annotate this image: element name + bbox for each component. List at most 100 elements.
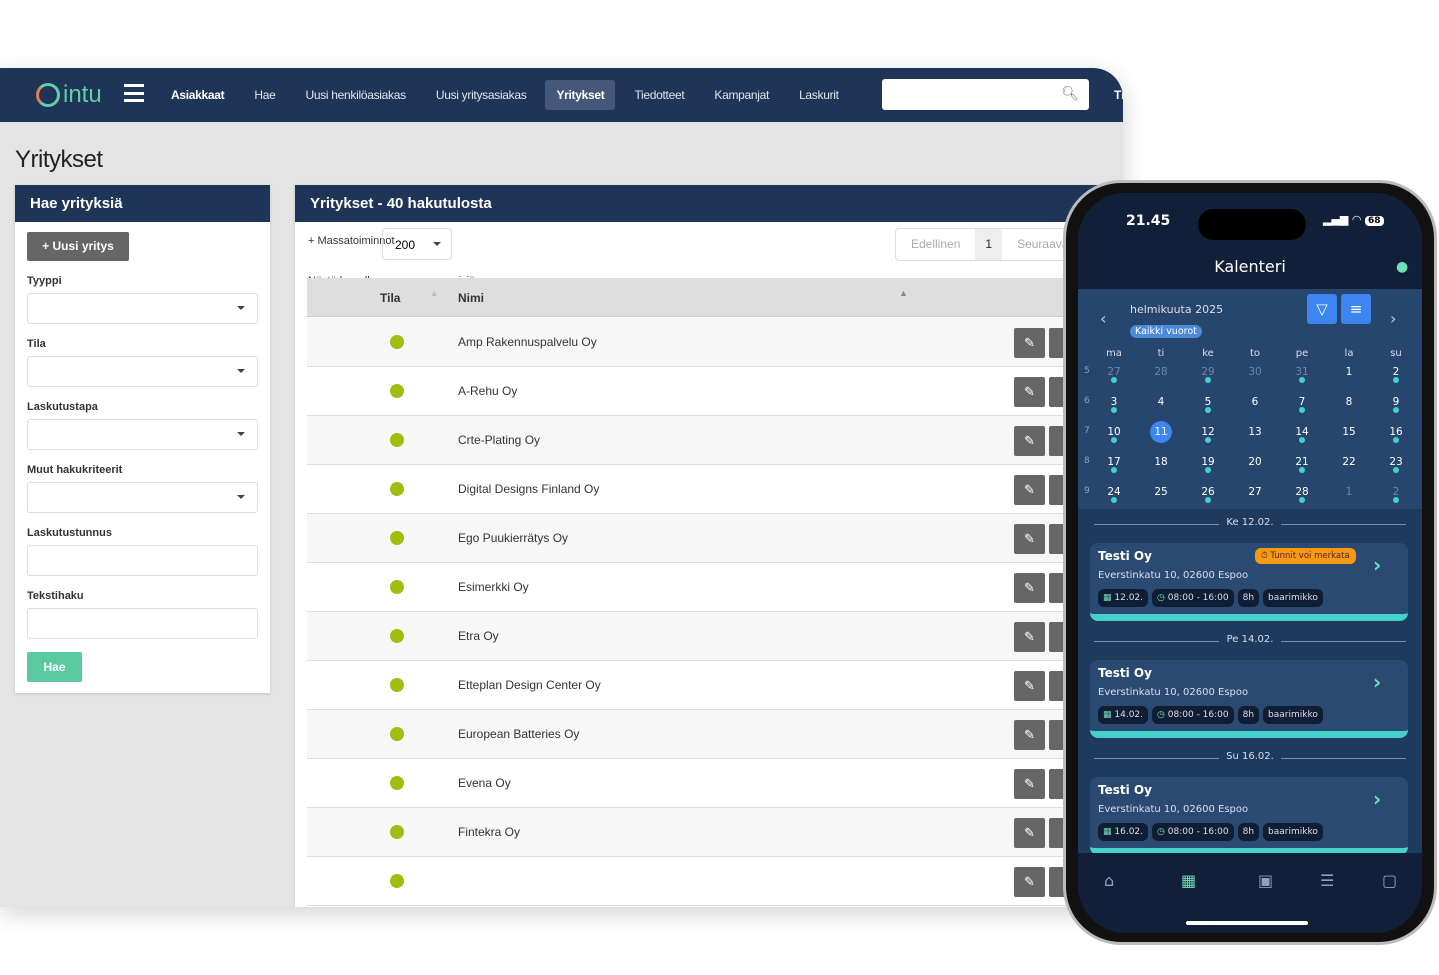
nav-item-cut[interactable]: Ti: [1114, 88, 1123, 102]
calendar-icon[interactable]: ▦: [1181, 871, 1197, 890]
calendar-day[interactable]: 9: [1383, 389, 1409, 415]
chat-icon[interactable]: ▢: [1382, 871, 1398, 890]
calendar-day[interactable]: 25: [1148, 479, 1174, 505]
edit-button[interactable]: ✎: [1014, 524, 1045, 554]
company-name[interactable]: European Batteries Oy: [458, 727, 580, 741]
calendar-day[interactable]: 14: [1289, 419, 1315, 445]
edit-button[interactable]: ✎: [1014, 867, 1045, 897]
calendar-day[interactable]: 8: [1336, 389, 1362, 415]
calendar-day[interactable]: 15: [1336, 419, 1362, 445]
company-name[interactable]: Digital Designs Finland Oy: [458, 482, 600, 496]
calendar-day[interactable]: 1: [1336, 479, 1362, 505]
nav-item[interactable]: Uusi yritysasiakas: [435, 88, 527, 102]
text-input[interactable]: [27, 608, 258, 639]
calendar-day[interactable]: 31: [1289, 359, 1315, 385]
company-name[interactable]: A-Rehu Oy: [458, 384, 518, 398]
nav-item[interactable]: Yritykset: [545, 80, 616, 110]
logo[interactable]: intu: [36, 81, 102, 109]
calendar-day[interactable]: 10: [1101, 419, 1127, 445]
edit-button[interactable]: ✎: [1014, 769, 1045, 799]
home-icon[interactable]: ⌂: [1104, 871, 1115, 890]
filter-select[interactable]: [27, 482, 258, 513]
calendar-day[interactable]: 5: [1195, 389, 1221, 415]
mass-actions-link[interactable]: + Massatoiminnot: [308, 235, 395, 247]
edit-button[interactable]: ✎: [1014, 573, 1045, 603]
chevron-right-icon[interactable]: ›: [1373, 670, 1382, 694]
edit-button[interactable]: ✎: [1014, 426, 1045, 456]
calendar-day[interactable]: 24: [1101, 479, 1127, 505]
current-page[interactable]: 1: [975, 229, 1003, 260]
collapse-icon[interactable]: ≡: [1341, 294, 1371, 324]
table-row[interactable]: Digital Designs Finland Oy ✎: [307, 465, 1087, 514]
company-name[interactable]: Ego Puukierrätys Oy: [458, 531, 569, 545]
calendar-day[interactable]: 4: [1148, 389, 1174, 415]
table-row[interactable]: Etteplan Design Center Oy ✎: [307, 661, 1087, 710]
list-icon[interactable]: ☰: [1320, 871, 1335, 890]
edit-button[interactable]: ✎: [1014, 328, 1045, 358]
new-company-button[interactable]: + Uusi yritys: [27, 232, 129, 261]
calendar-day[interactable]: 16: [1383, 419, 1409, 445]
sort-asc-icon[interactable]: ▲: [899, 288, 908, 298]
text-input[interactable]: [27, 545, 258, 576]
nav-item[interactable]: Laskurit: [799, 88, 839, 102]
calendar-day[interactable]: 6: [1242, 389, 1268, 415]
table-row[interactable]: European Batteries Oy ✎: [307, 710, 1087, 759]
edit-button[interactable]: ✎: [1014, 671, 1045, 701]
table-row[interactable]: A-Rehu Oy ✎: [307, 367, 1087, 416]
table-row[interactable]: ✎: [307, 857, 1087, 906]
calendar-day[interactable]: 20: [1242, 449, 1268, 475]
user-icon[interactable]: ●: [1396, 259, 1409, 275]
sort-icon[interactable]: ▴: [432, 288, 437, 298]
calendar-day[interactable]: 1: [1336, 359, 1362, 385]
edit-button[interactable]: ✎: [1014, 818, 1045, 848]
shift-card[interactable]: Testi Oy Everstinkatu 10, 02600 Espoo › ▦ 1…: [1090, 777, 1408, 855]
table-row[interactable]: Fintekra Oy ✎: [307, 808, 1087, 857]
calendar-day[interactable]: 28: [1148, 359, 1174, 385]
calendar-day[interactable]: 7: [1289, 389, 1315, 415]
chevron-right-icon[interactable]: ›: [1373, 787, 1382, 811]
company-name[interactable]: Evena Oy: [458, 776, 511, 790]
edit-button[interactable]: ✎: [1014, 377, 1045, 407]
nav-item[interactable]: Hae: [254, 88, 276, 102]
nav-item[interactable]: Asiakkaat: [171, 88, 225, 102]
table-row[interactable]: Ego Puukierrätys Oy ✎: [307, 514, 1087, 563]
prev-month-icon[interactable]: ‹: [1100, 309, 1107, 328]
calendar-day[interactable]: 28: [1289, 479, 1315, 505]
calendar-day[interactable]: 27: [1101, 359, 1127, 385]
nav-item[interactable]: Tiedotteet: [634, 88, 685, 102]
calendar-day[interactable]: 13: [1242, 419, 1268, 445]
column-nimi[interactable]: Nimi: [458, 291, 485, 305]
calendar-day[interactable]: 30: [1242, 359, 1268, 385]
company-name[interactable]: Crte-Plating Oy: [458, 433, 541, 447]
table-row[interactable]: Crte-Plating Oy ✎: [307, 416, 1087, 465]
calendar-day[interactable]: 3: [1101, 389, 1127, 415]
company-name[interactable]: Etteplan Design Center Oy: [458, 678, 601, 692]
filter-select[interactable]: [27, 356, 258, 387]
calendar-day[interactable]: 19: [1195, 449, 1221, 475]
edit-button[interactable]: ✎: [1014, 622, 1045, 652]
calendar-day[interactable]: 29: [1195, 359, 1221, 385]
edit-button[interactable]: ✎: [1014, 475, 1045, 505]
company-name[interactable]: Esimerkki Oy: [458, 580, 529, 594]
table-row[interactable]: Esimerkki Oy ✎: [307, 563, 1087, 612]
calendar-day[interactable]: 22: [1336, 449, 1362, 475]
table-row[interactable]: Etra Oy ✎: [307, 612, 1087, 661]
next-month-icon[interactable]: ›: [1390, 309, 1397, 328]
calendar-day[interactable]: 12: [1195, 419, 1221, 445]
company-name[interactable]: Fintekra Oy: [458, 825, 521, 839]
calendar-day-selected[interactable]: 11: [1150, 421, 1172, 443]
filter-select[interactable]: [27, 293, 258, 324]
calendar-day[interactable]: 2: [1383, 359, 1409, 385]
filter-select[interactable]: [27, 419, 258, 450]
menu-icon[interactable]: [124, 84, 144, 102]
calendar-day[interactable]: 18: [1148, 449, 1174, 475]
shift-card[interactable]: Testi Oy Everstinkatu 10, 02600 Espoo › ▦ 1…: [1090, 660, 1408, 738]
calendar-day[interactable]: 17: [1101, 449, 1127, 475]
nav-item[interactable]: Kampanjat: [714, 88, 770, 102]
company-name[interactable]: Etra Oy: [458, 629, 499, 643]
shift-card[interactable]: Testi Oy Everstinkatu 10, 02600 Espoo ⏱︎ T…: [1090, 543, 1408, 621]
edit-button[interactable]: ✎: [1014, 720, 1045, 750]
chevron-right-icon[interactable]: ›: [1373, 553, 1382, 577]
calendar-day[interactable]: 23: [1383, 449, 1409, 475]
search-button[interactable]: Hae: [27, 652, 82, 682]
